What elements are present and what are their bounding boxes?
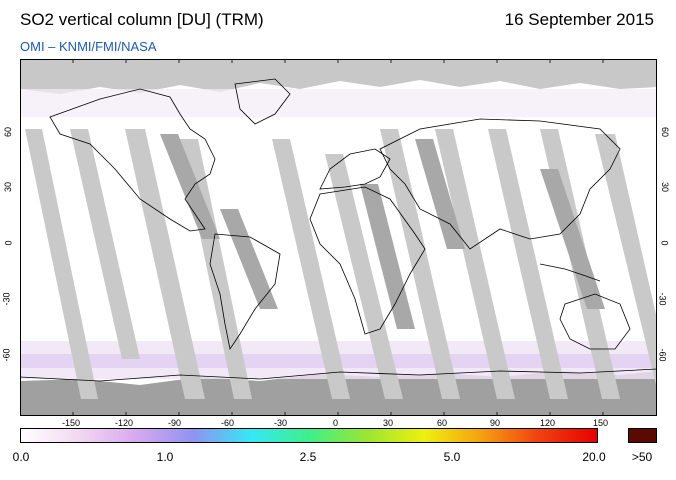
so2-map xyxy=(20,59,657,416)
lon-tick-label: 150 xyxy=(593,418,609,428)
map-border xyxy=(20,59,657,416)
lat-tick-label: 30 xyxy=(660,181,671,193)
colorbar-label: 2.5 xyxy=(299,450,317,464)
lon-tick-label: 0 xyxy=(333,418,339,428)
arctic-no-data-region xyxy=(20,59,657,94)
lat-tick-label: 60 xyxy=(3,126,14,138)
lon-tick-label: -120 xyxy=(115,418,134,428)
northern-so2-noise xyxy=(20,89,657,117)
data-source-credit: OMI – KNMI/FMI/NASA xyxy=(20,39,157,54)
lat-tick-label: 0 xyxy=(3,240,14,246)
lon-tick-label: 90 xyxy=(490,418,501,428)
colorbar-overflow-swatch xyxy=(628,428,657,443)
lon-tick-label: -150 xyxy=(62,418,81,428)
lon-tick-label: 60 xyxy=(437,418,448,428)
lat-tick-label: -30 xyxy=(657,292,668,306)
lon-tick-label: -90 xyxy=(168,418,182,428)
colorbar-label: 20.0 xyxy=(582,450,606,464)
orbit-gap-over-land xyxy=(160,134,605,329)
map-title: SO2 vertical column [DU] (TRM) xyxy=(20,10,264,29)
colorbar-overflow-label: >50 xyxy=(631,450,653,464)
colorbar-label: 5.0 xyxy=(443,450,461,464)
colorbar-gradient xyxy=(20,428,598,443)
lat-tick-label: -30 xyxy=(1,292,12,306)
lon-tick-label: -60 xyxy=(221,418,235,428)
lat-tick-label: -60 xyxy=(1,348,12,362)
coastlines xyxy=(20,78,657,382)
lon-tick-label: 30 xyxy=(383,418,394,428)
lon-tick-label: 120 xyxy=(540,418,556,428)
colorbar-label: 0.0 xyxy=(12,450,30,464)
lat-tick-label: 60 xyxy=(660,126,671,138)
lat-tick-label: 0 xyxy=(659,240,670,246)
lon-tick-label: -30 xyxy=(274,418,288,428)
map-date: 16 September 2015 xyxy=(504,10,654,29)
colorbar-label: 1.0 xyxy=(156,450,174,464)
lat-tick-label: -60 xyxy=(657,348,668,362)
lat-tick-label: 30 xyxy=(3,181,14,193)
